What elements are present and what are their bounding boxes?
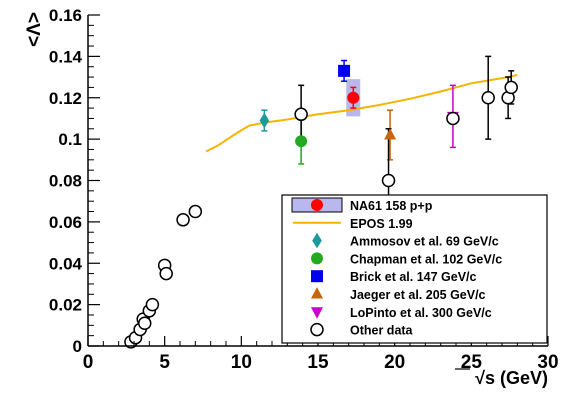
data-point [347, 91, 360, 104]
data-point [176, 213, 190, 227]
data-point [504, 80, 518, 95]
data-point [381, 173, 396, 188]
y-axis-title: <Λ> [24, 12, 45, 47]
y-tick-label: 0 [73, 337, 82, 356]
legend-label: EPOS 1.99 [350, 217, 413, 231]
x-tick-label: 25 [461, 352, 483, 373]
y-tick-label: 0.16 [49, 6, 82, 25]
legend-label: Chapman et al. 102 GeV/c [350, 252, 502, 266]
legend-marker [311, 287, 323, 299]
legend-label: NA61 158 p+p [350, 199, 433, 213]
legend-marker [312, 232, 322, 249]
data-point [295, 135, 308, 148]
epos-curve [205, 74, 518, 153]
legend-marker [311, 270, 323, 283]
y-tick-label: 0.08 [49, 172, 82, 191]
data-point [145, 297, 160, 312]
legend-label: LoPinto et al. 300 GeV/c [350, 306, 492, 320]
data-point [188, 204, 203, 219]
y-tick-label: 0.02 [49, 296, 82, 315]
data-point [446, 111, 460, 126]
x-axis-title: √s (GeV) [475, 368, 548, 388]
data-point [137, 316, 152, 330]
x-tick-label: 10 [231, 352, 252, 373]
legend-box [281, 194, 548, 344]
data-point [338, 64, 351, 77]
y-tick-label: 0.14 [49, 47, 83, 66]
y-tick-label: 0.12 [49, 89, 82, 108]
legend-marker [311, 307, 323, 319]
y-tick-label: 0.04 [49, 254, 83, 273]
y-tick-label: 0.06 [49, 213, 82, 232]
data-point [481, 91, 495, 105]
legend-label: Jaeger et al. 205 GeV/c [350, 288, 486, 302]
data-point [159, 266, 173, 281]
legend-label: Other data [350, 324, 414, 338]
axes-layer: 0 5 10 15 20 25 30 0 0.02 0.04 0.06 0.08 0.1 0.12 0.14… [24, 6, 559, 388]
data-point-layer [124, 64, 518, 349]
legend: NA61 158 p+p EPOS 1.99 Ammosov et al. 69 G… [281, 194, 548, 344]
legend-marker [311, 252, 323, 265]
x-tick-label: 0 [83, 352, 94, 373]
x-tick-label: 15 [307, 352, 329, 373]
legend-label: Ammosov et al. 69 GeV/c [350, 235, 499, 249]
legend-label: Brick et al. 147 GeV/c [350, 270, 477, 284]
legend-marker [310, 322, 324, 337]
model-curve-layer [205, 74, 518, 153]
data-point [384, 128, 397, 140]
x-tick-label: 5 [159, 352, 170, 373]
x-tick-label: 30 [537, 352, 558, 373]
x-tick-label: 20 [384, 352, 405, 373]
y-tick-label: 0.1 [58, 130, 82, 149]
data-point [294, 107, 308, 122]
legend-marker [311, 199, 323, 211]
data-point [259, 112, 270, 129]
